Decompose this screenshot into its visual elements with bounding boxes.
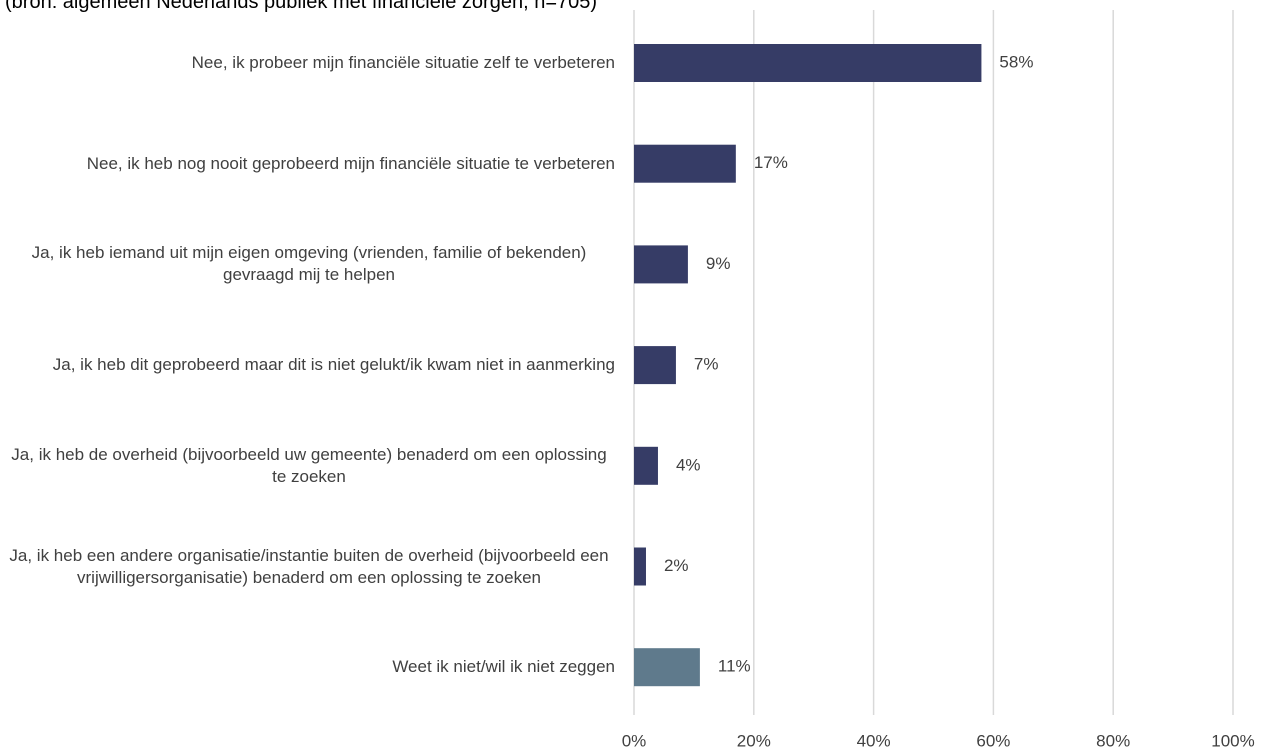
data-label: 7% <box>694 355 719 374</box>
bar <box>634 648 700 687</box>
x-tick-label: 60% <box>976 731 1010 750</box>
bar <box>634 346 676 385</box>
category-label-box: Ja, ik heb de overheid (bijvoorbeeld uw … <box>3 421 615 511</box>
x-tick-label: 0% <box>622 731 647 750</box>
data-label: 4% <box>676 455 701 474</box>
category-label-box: Ja, ik heb iemand uit mijn eigen omgevin… <box>3 219 615 309</box>
data-label: 58% <box>999 52 1033 71</box>
bar <box>634 245 688 284</box>
category-label-box: Ja, ik heb dit geprobeerd maar dit is ni… <box>3 320 615 410</box>
bar <box>634 446 658 485</box>
bar <box>634 144 736 183</box>
category-label: Ja, ik heb een andere organisatie/instan… <box>9 545 609 587</box>
bar <box>634 547 646 586</box>
category-label: Weet ik niet/wil ik niet zeggen <box>392 657 615 677</box>
bar <box>634 44 982 82</box>
x-tick-label: 80% <box>1096 731 1130 750</box>
category-label-box: Ja, ik heb een andere organisatie/instan… <box>3 522 615 612</box>
x-tick-label: 100% <box>1211 731 1254 750</box>
data-label: 11% <box>718 657 751 676</box>
category-label-box: Nee, ik heb nog nooit geprobeerd mijn fi… <box>3 119 615 209</box>
data-label: 9% <box>706 254 731 273</box>
x-tick-label: 20% <box>737 731 771 750</box>
chart-subtitle: (bron: algemeen Nederlands publiek met f… <box>5 0 598 13</box>
data-label: 17% <box>754 153 788 172</box>
x-tick-label: 40% <box>857 731 891 750</box>
category-label: Ja, ik heb dit geprobeerd maar dit is ni… <box>52 355 615 375</box>
category-label-box: Nee, ik probeer mijn financiële situatie… <box>3 18 615 108</box>
category-label-box: Weet ik niet/wil ik niet zeggen <box>3 622 615 712</box>
category-label: Ja, ik heb iemand uit mijn eigen omgevin… <box>31 243 587 285</box>
data-label: 2% <box>664 556 689 575</box>
category-label: Ja, ik heb de overheid (bijvoorbeeld uw … <box>11 444 607 486</box>
category-label: Nee, ik heb nog nooit geprobeerd mijn fi… <box>86 153 615 173</box>
category-label: Nee, ik probeer mijn financiële situatie… <box>191 53 615 72</box>
